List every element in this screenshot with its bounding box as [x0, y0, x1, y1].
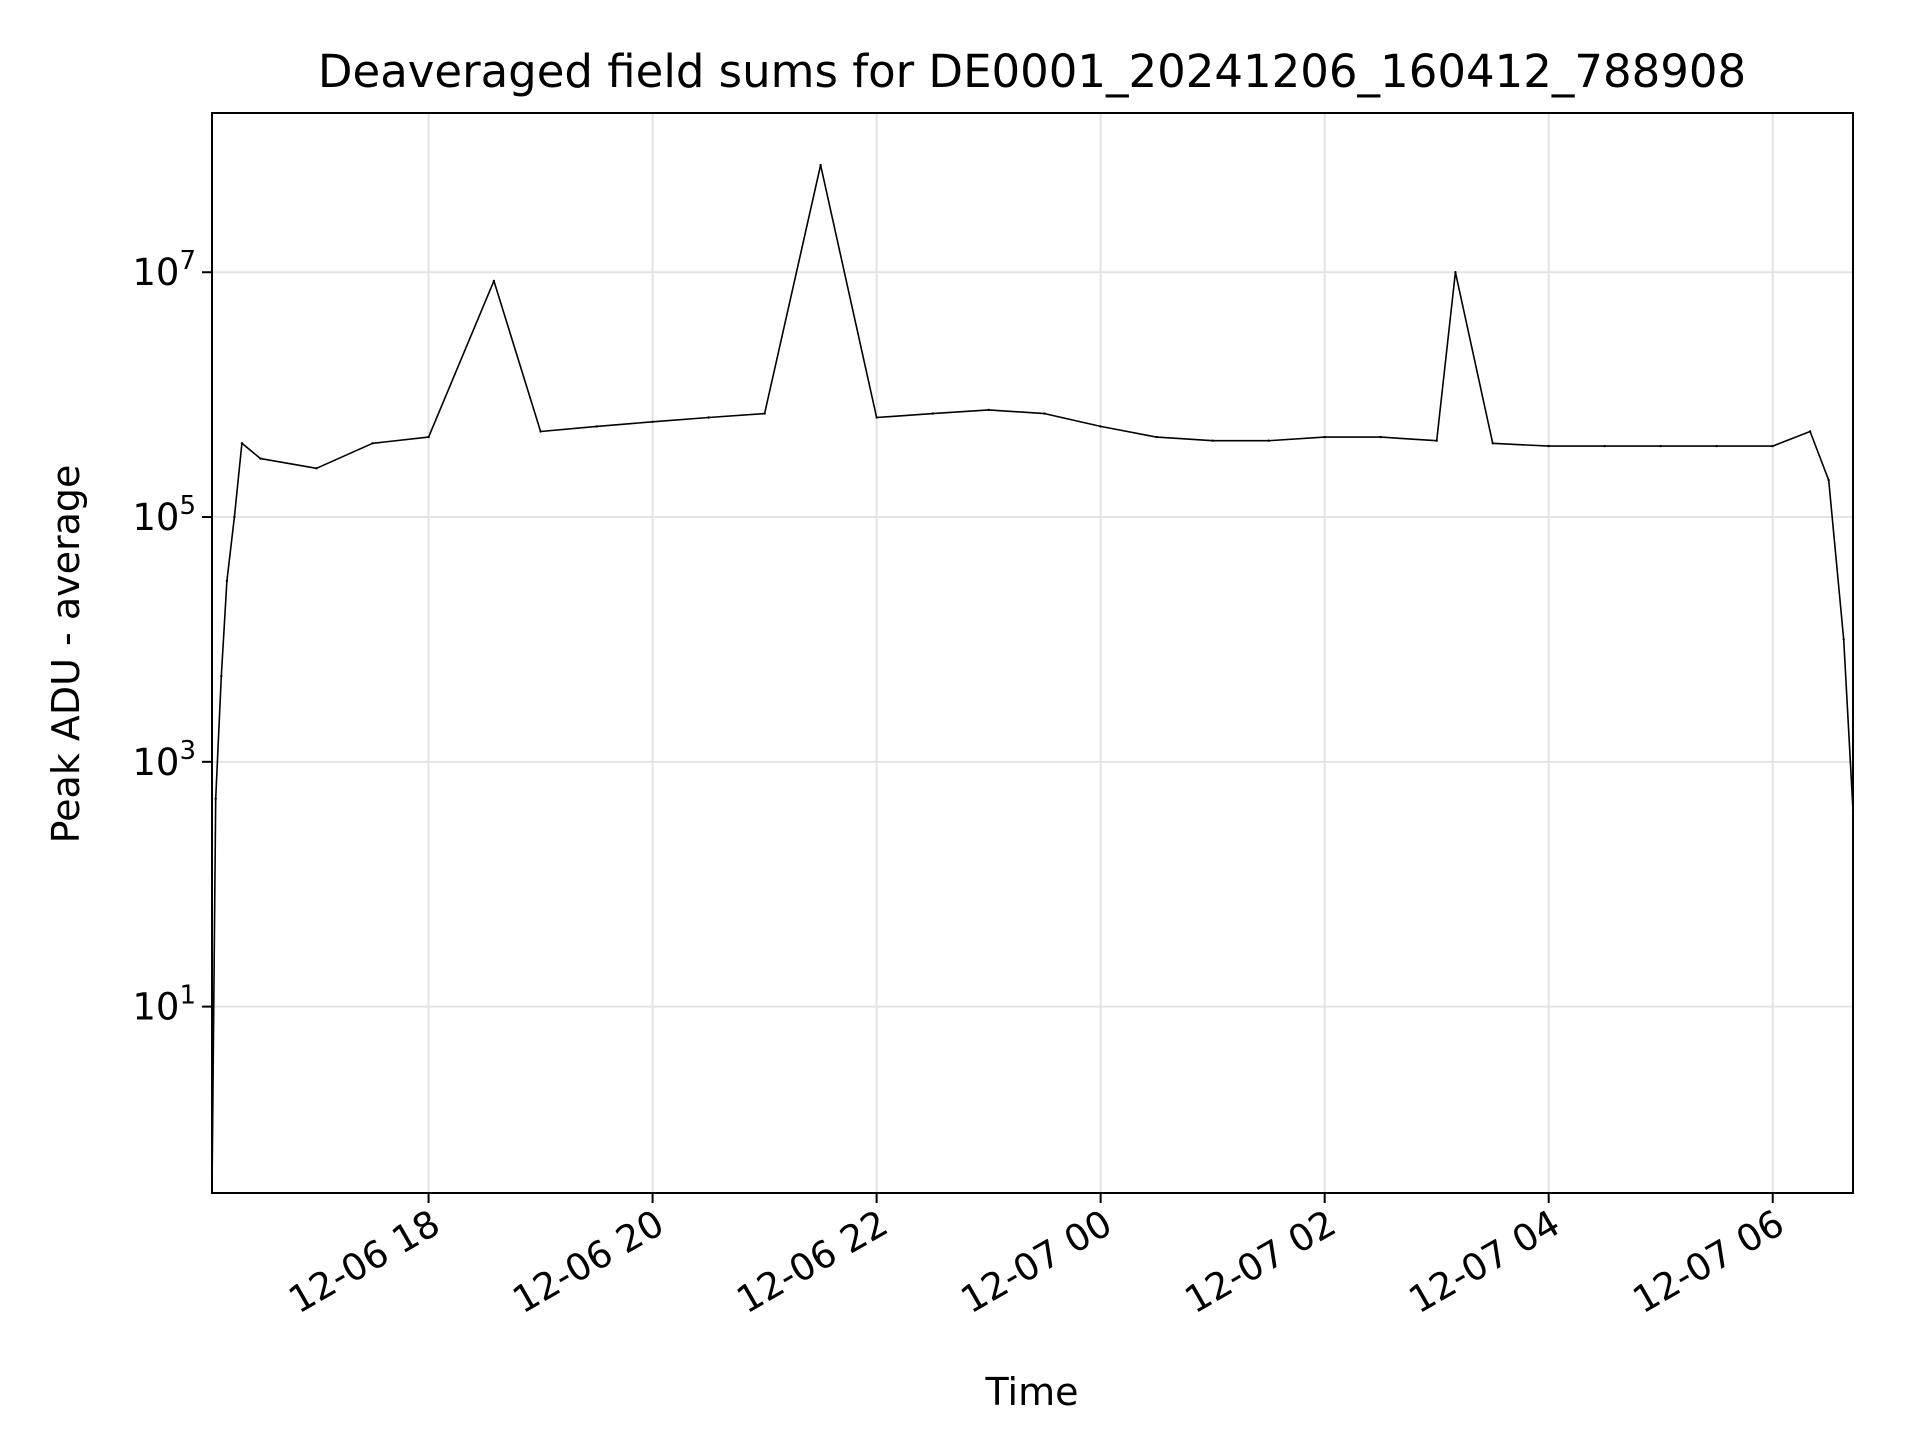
y-tick-label: 105	[132, 491, 196, 539]
y-tick-base: 10	[132, 741, 179, 784]
data-point	[1267, 439, 1270, 442]
data-point	[233, 515, 236, 519]
data-point	[1211, 439, 1214, 442]
data-point	[1491, 442, 1494, 445]
data-point	[1603, 444, 1606, 448]
plot-frame	[211, 112, 1854, 1194]
y-tick-label: 101	[132, 981, 196, 1029]
data-point	[1435, 439, 1438, 442]
data-point	[315, 467, 318, 470]
data-point	[595, 425, 598, 428]
data-point	[539, 430, 542, 433]
data-point	[220, 675, 223, 678]
y-tick-label: 107	[132, 246, 196, 294]
data-point	[1547, 444, 1550, 448]
data-point	[1771, 444, 1774, 448]
data-point	[987, 408, 990, 412]
data-point	[651, 420, 654, 423]
data-point	[492, 279, 496, 283]
data-point	[875, 416, 878, 419]
data-point	[1323, 435, 1326, 439]
data-point	[427, 435, 430, 439]
y-tick-base: 10	[132, 986, 179, 1029]
y-axis-label: Peak ADU - average	[44, 465, 88, 844]
data-point	[1043, 412, 1046, 415]
data-point	[214, 797, 217, 800]
data-point	[1659, 444, 1662, 448]
data-point	[819, 163, 822, 167]
data-point	[1155, 435, 1158, 439]
data-point	[707, 416, 710, 419]
y-tick-exponent: 3	[179, 736, 196, 766]
data-point	[1454, 271, 1457, 274]
grid-lines	[212, 113, 1853, 1193]
y-tick-exponent: 7	[179, 246, 196, 276]
chart-title: Deaveraged field sums for DE0001_2024120…	[318, 45, 1746, 98]
y-tick-exponent: 5	[179, 491, 196, 521]
x-axis-label: Time	[985, 1370, 1079, 1414]
data-point	[1099, 425, 1102, 428]
data-point	[931, 412, 934, 415]
data-point	[240, 442, 244, 445]
data-point	[1715, 444, 1718, 448]
data-point	[259, 457, 262, 460]
data-point	[1842, 638, 1845, 641]
y-tick-exponent: 1	[179, 981, 196, 1011]
data-point	[1827, 479, 1830, 482]
data-point	[1379, 435, 1382, 439]
data-point	[763, 412, 766, 415]
data-point	[371, 442, 374, 445]
data-point	[1808, 430, 1812, 433]
y-tick-base: 10	[132, 496, 179, 539]
y-tick-label: 103	[132, 736, 196, 784]
data-point	[225, 579, 229, 583]
y-tick-base: 10	[132, 251, 179, 294]
